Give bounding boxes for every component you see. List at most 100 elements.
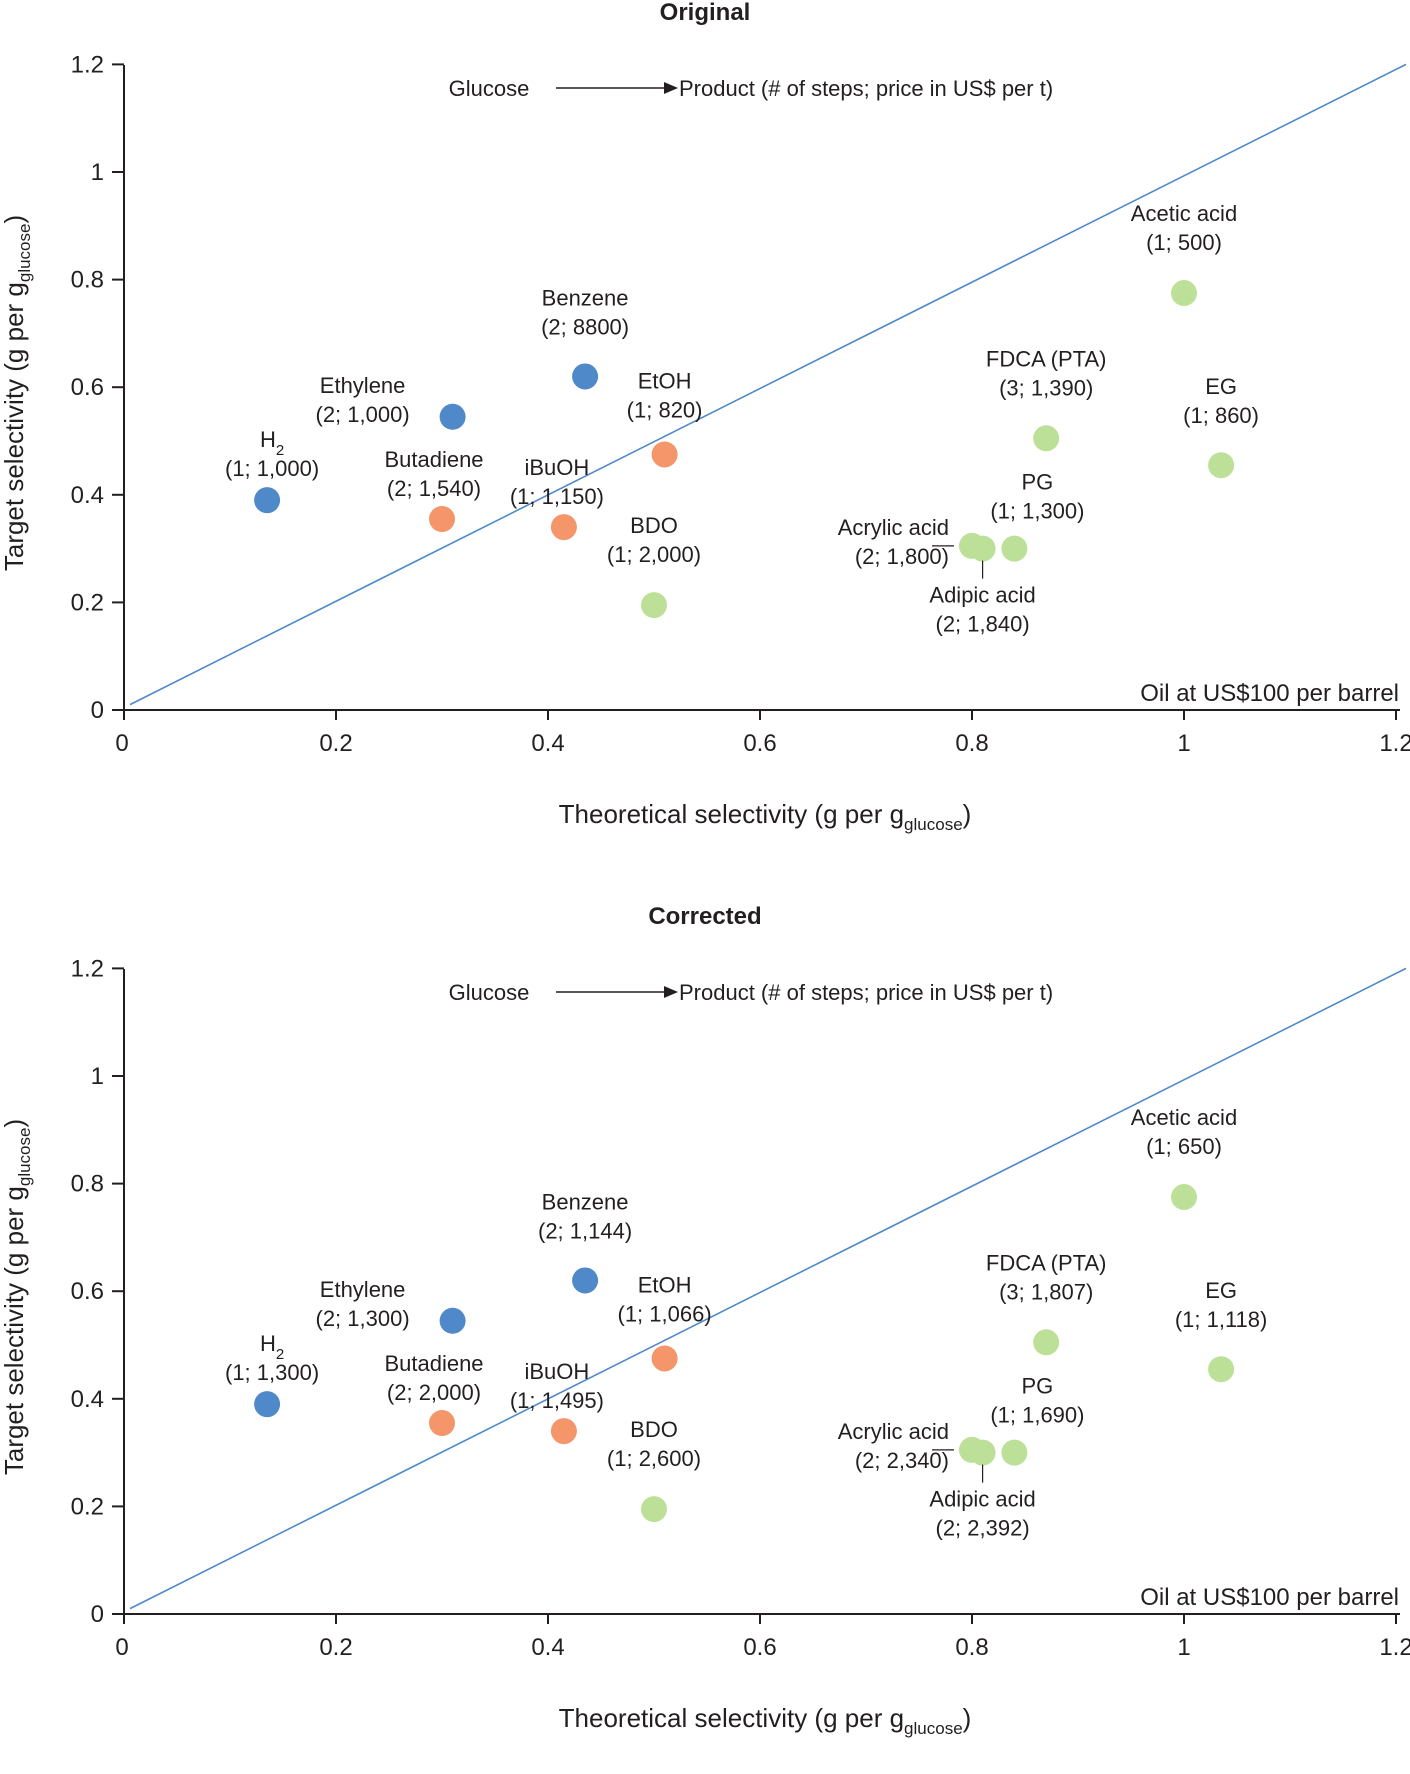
x-tick-label: 0.6 [743, 730, 776, 757]
x-tick-label: 0.8 [955, 730, 988, 757]
point-info-label: (2; 2,340) [855, 1448, 949, 1473]
chart-title: Corrected [648, 904, 761, 930]
y-tick-label: 0.6 [71, 374, 104, 401]
chart-svg: Original 0 0.2 0.4 0.6 0.8 1 1.2 0 0.2 0.4 0.6 0.8 1 1… [0, 0, 1410, 834]
y-tick-label: 0.8 [71, 1171, 104, 1198]
data-point-bdo [641, 1496, 667, 1523]
point-info-label: (1; 2,600) [607, 1446, 701, 1471]
x-tick-label: 0.2 [319, 730, 352, 757]
point-name-label: EG [1205, 374, 1237, 399]
x-tick-label: 0.4 [531, 1634, 564, 1661]
data-point-eg [1208, 1356, 1235, 1383]
point-name-label: FDCA (PTA) [986, 346, 1107, 371]
point-name-label: Acrylic acid [838, 515, 949, 540]
y-tick-label: 0.2 [71, 589, 104, 616]
x-tick-label: 1 [1177, 1634, 1190, 1661]
data-point-etoh [651, 1345, 678, 1372]
point-name-label: FDCA (PTA) [986, 1250, 1107, 1275]
oil-price-note: Oil at US$100 per barrel [1140, 680, 1399, 707]
point-info-label: (2; 1,840) [936, 612, 1030, 637]
point-info-label: (1; 1,690) [990, 1403, 1084, 1428]
data-point-h2 [254, 487, 281, 514]
header-substrate-label: Glucose [449, 980, 530, 1005]
y-tick-label: 0 [91, 697, 104, 724]
point-info-label: (1; 500) [1146, 230, 1222, 255]
point-info-label: (1; 1,150) [510, 484, 604, 509]
data-point-acetic-acid [1171, 1184, 1197, 1211]
point-info-label: (3; 1,807) [999, 1279, 1093, 1304]
x-axis-label: Theoretical selectivity (g per gglucose) [559, 799, 972, 834]
point-info-label: (1; 2,000) [607, 542, 701, 567]
chart-panel-original: Original 0 0.2 0.4 0.6 0.8 1 1.2 0 0.2 0.4 0.6 0.8 1 1… [0, 0, 1410, 870]
y-tick-label: 0.4 [71, 482, 104, 509]
point-name-label: Acrylic acid [838, 1419, 949, 1444]
point-info-label: (1; 1,066) [618, 1301, 712, 1326]
y-tick-label: 0.6 [71, 1278, 104, 1305]
y-axis-label: Target selectivity (g per gglucose) [0, 1119, 34, 1475]
oil-price-note: Oil at US$100 per barrel [1140, 1584, 1399, 1611]
point-name-label: Adipic acid [929, 1487, 1035, 1512]
data-point-bdo [641, 592, 667, 619]
data-point-h2 [254, 1391, 281, 1418]
point-info-label: (2; 2,000) [387, 1380, 481, 1405]
point-name-label: EG [1205, 1278, 1237, 1303]
data-point-butadiene [429, 506, 455, 533]
y-tick-label: 0.4 [71, 1386, 104, 1413]
point-info-label: (2; 1,800) [855, 544, 949, 569]
data-point-ethylene [439, 403, 466, 430]
y-tick-label: 1.2 [71, 955, 104, 982]
x-tick-label: 0.8 [955, 1634, 988, 1661]
header-arrow-icon [664, 986, 678, 998]
point-info-label: (2; 1,000) [316, 402, 410, 427]
data-point-ibuoh [550, 514, 577, 541]
point-name-label: BDO [630, 1417, 678, 1442]
point-name-label: Ethylene [320, 373, 406, 398]
reference-diagonal-line [129, 63, 1407, 706]
x-tick-label: 0.2 [319, 1634, 352, 1661]
point-info-label: (2; 1,540) [387, 476, 481, 501]
point-name-label: EtOH [638, 368, 692, 393]
y-tick-label: 0.2 [71, 1493, 104, 1520]
point-name-label: Benzene [542, 285, 629, 310]
point-name-label: Adipic acid [929, 583, 1035, 608]
x-axis-label: Theoretical selectivity (g per gglucose) [559, 1703, 972, 1738]
data-point-etoh [651, 441, 678, 468]
point-name-label: iBuOH [525, 1359, 590, 1384]
y-tick-label: 0 [91, 1601, 104, 1628]
point-info-label: (1; 1,000) [225, 456, 319, 481]
data-point-ethylene [439, 1307, 466, 1334]
point-info-label: (3; 1,390) [999, 375, 1093, 400]
data-point-fdca-pta- [1033, 1329, 1060, 1356]
x-tick-label: 0 [115, 1634, 128, 1661]
data-point-pg [1001, 1439, 1028, 1466]
point-name-label: Benzene [542, 1189, 629, 1214]
x-tick-label: 1.2 [1379, 730, 1410, 757]
data-point-ibuoh [550, 1418, 577, 1445]
point-name-label: H2 [260, 427, 284, 459]
data-point-butadiene [429, 1410, 455, 1437]
x-tick-label: 1.2 [1379, 1634, 1410, 1661]
point-info-label: (1; 1,118) [1175, 1307, 1268, 1332]
point-info-label: (1; 650) [1146, 1134, 1222, 1159]
point-name-label: iBuOH [525, 455, 590, 480]
x-tick-label: 1 [1177, 730, 1190, 757]
point-info-label: (1; 1,300) [990, 499, 1084, 524]
point-name-label: Butadiene [384, 447, 483, 472]
y-tick-label: 0.8 [71, 267, 104, 294]
y-tick-label: 1 [91, 1063, 104, 1090]
chart-svg: Corrected 0 0.2 0.4 0.6 0.8 1 1.2 0 0.2 0.4 0.6 0.8 1… [0, 904, 1410, 1738]
header-product-label: Product (# of steps; price in US$ per t) [679, 980, 1053, 1005]
point-name-label: PG [1022, 1374, 1054, 1399]
x-tick-label: 0.6 [743, 1634, 776, 1661]
y-tick-label: 1 [91, 159, 104, 186]
point-info-label: (1; 1,300) [225, 1360, 319, 1385]
point-info-label: (2; 1,144) [538, 1218, 632, 1243]
data-point-adipic-acid [969, 535, 996, 562]
point-name-label: Ethylene [320, 1277, 406, 1302]
point-name-label: PG [1022, 470, 1054, 495]
point-name-label: EtOH [638, 1272, 692, 1297]
point-name-label: H2 [260, 1331, 284, 1363]
point-info-label: (1; 820) [627, 397, 703, 422]
point-info-label: (2; 8800) [541, 314, 629, 339]
